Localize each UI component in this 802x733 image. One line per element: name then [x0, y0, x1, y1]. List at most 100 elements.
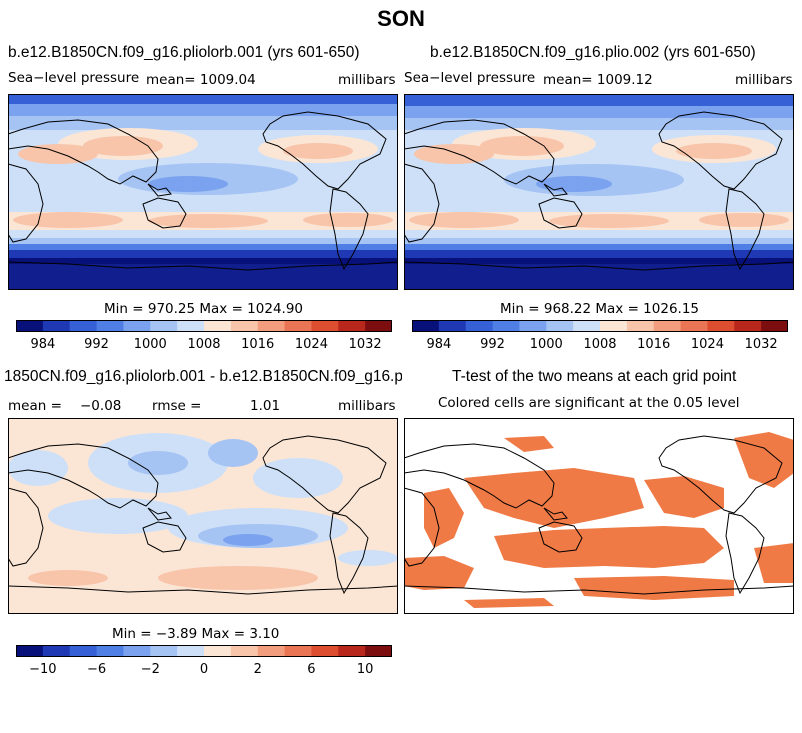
- panel1-colorbar-swatch: [69, 320, 98, 332]
- panel2-units: millibars: [735, 72, 793, 88]
- panel2-colorbar-swatch: [680, 320, 708, 332]
- panel1-map: [8, 94, 398, 290]
- panel3-colorbar-swatch: [230, 645, 259, 657]
- panel2-colorbar-swatch: [519, 320, 547, 332]
- panel1-colorbar-swatch: [123, 320, 151, 332]
- panel1-mean: mean= 1009.04: [146, 72, 256, 88]
- panel1-colorbar-tick-label: 984: [30, 337, 55, 352]
- panel2-colorbar-swatch: [465, 320, 494, 332]
- panel2-colorbar-tick-label: 1032: [745, 337, 778, 352]
- panel2-colorbar-swatch: [707, 320, 735, 332]
- panel3-colorbar-swatch: [69, 645, 98, 657]
- panel3-colorbar-tick-label: 2: [254, 662, 262, 677]
- panel3-colorbar-swatch: [257, 645, 286, 657]
- panel3-map-frame: [8, 418, 398, 614]
- panel3-colorbar-swatch: [177, 645, 205, 657]
- panel4-coastlines: [404, 435, 794, 595]
- panel3-units: millibars: [338, 398, 396, 414]
- panel3-colorbar-swatch: [311, 645, 339, 657]
- panel3-rmse-label: rmse =: [152, 398, 202, 414]
- panel2-colorbar-swatch: [492, 320, 520, 332]
- panel1-colorbar-swatch: [257, 320, 286, 332]
- panel3-colorbar-swatch: [96, 645, 124, 657]
- panel3-colorbar-swatch: [284, 645, 312, 657]
- panel3-field: [8, 418, 398, 614]
- panel1-units: millibars: [338, 72, 396, 88]
- panel2-colorbar-tick-label: 1000: [530, 337, 563, 352]
- panel3-colorbar-swatch: [338, 645, 366, 657]
- panel1-colorbar-tick-label: 992: [84, 337, 109, 352]
- panel3-title: 1850CN.f09_g16.pliolorb.001 - b.e12.B185…: [4, 368, 402, 385]
- panel1-colorbar-swatch: [311, 320, 339, 332]
- panel1-colorbar-tick-label: 1024: [295, 337, 328, 352]
- panel2-mean: mean= 1009.12: [543, 72, 653, 88]
- panel2-colorbar-tick-label: 1008: [583, 337, 616, 352]
- panel3-colorbar-swatch: [42, 645, 71, 657]
- panel3-colorbar-tick-label: −6: [87, 662, 106, 677]
- panel1-map-frame: [8, 94, 398, 290]
- panel1-colorbar-swatch: [284, 320, 312, 332]
- panel1-colorbar-frame: [16, 320, 392, 332]
- panel1-colorbar-swatch: [365, 320, 392, 332]
- panel2-colorbar-tick-label: 984: [426, 337, 451, 352]
- panel2-colorbar-swatch: [412, 320, 440, 332]
- panel4-subtitle: Colored cells are significant at the 0.0…: [438, 395, 740, 411]
- panel2-colorbar-swatch: [653, 320, 682, 332]
- panel3-colorbar-frame: [16, 645, 392, 657]
- panel2-minmax: Min = 968.22 Max = 1026.15: [500, 301, 700, 317]
- panel2-colorbar-tick-label: 1024: [691, 337, 724, 352]
- panel3-map: [8, 418, 398, 614]
- panel3-colorbar-tick-label: 6: [307, 662, 315, 677]
- panel1-colorbar-swatch: [204, 320, 232, 332]
- panel3-mean-label: mean =: [8, 398, 62, 414]
- panel2-colorbar-swatch: [438, 320, 467, 332]
- panel1-colorbar-tick-label: 1008: [187, 337, 220, 352]
- panel1-colorbar-swatch: [96, 320, 124, 332]
- panel1-colorbar: 984 992 1000 1008 1016 1024 1032: [16, 320, 392, 352]
- figure-title: SON: [377, 6, 425, 31]
- panel2-colorbar-swatch: [761, 320, 788, 332]
- panel1-colorbar-tick-label: 1032: [349, 337, 382, 352]
- panel3-colorbar-swatch: [365, 645, 392, 657]
- panel2-colorbar-swatch: [626, 320, 655, 332]
- panel2-colorbar-swatch: [600, 320, 628, 332]
- panel3-colorbar-tick-label: −2: [141, 662, 160, 677]
- panel1-colorbar-swatch: [230, 320, 259, 332]
- panel3-colorbar-tick-label: 10: [357, 662, 374, 677]
- panel3-minmax: Min = −3.89 Max = 3.10: [112, 626, 280, 642]
- panel2-colorbar-tick-label: 992: [480, 337, 505, 352]
- panel2-colorbar-swatch: [546, 320, 574, 332]
- panel2-colorbar-frame: [412, 320, 788, 332]
- panel2-field: [404, 94, 794, 290]
- panel3-coastlines: [8, 435, 398, 595]
- panel2-colorbar-tick-label: 1016: [637, 337, 670, 352]
- panel4-map-frame: [404, 418, 794, 614]
- panel1-colorbar-swatch: [150, 320, 178, 332]
- panel1-colorbar-swatch: [338, 320, 366, 332]
- panel3-colorbar-swatch: [123, 645, 151, 657]
- panel3-colorbar-swatch: [204, 645, 232, 657]
- panel4-map: [404, 418, 794, 614]
- panel1-colorbar-tick-label: 1000: [134, 337, 167, 352]
- panel3-colorbar-swatch: [16, 645, 44, 657]
- panel4-title: T-test of the two means at each grid poi…: [452, 368, 737, 385]
- panel3-rmse-value: 1.01: [250, 398, 281, 414]
- panel3-colorbar-tick-label: 0: [200, 662, 208, 677]
- panel3-colorbar-tick-label: −10: [29, 662, 56, 677]
- panel1-colorbar-swatch: [16, 320, 44, 332]
- panel2-title: b.e12.B1850CN.f09_g16.plio.002 (yrs 601-…: [430, 44, 756, 61]
- panel3-colorbar-swatch: [150, 645, 178, 657]
- panel1-coastlines: [8, 111, 398, 271]
- panel3-colorbar: −10 −6 −2 0 2 6 10: [16, 645, 392, 677]
- panel1-colorbar-swatch: [42, 320, 71, 332]
- panel4-significant-cells: [404, 418, 794, 614]
- panel1-title: b.e12.B1850CN.f09_g16.pliolorb.001 (yrs …: [8, 44, 360, 61]
- panel2-map-frame: [404, 94, 794, 290]
- panel3-mean-value: −0.08: [80, 398, 122, 414]
- panel2-map: [404, 94, 794, 290]
- panel1-colorbar-tick-label: 1016: [241, 337, 274, 352]
- panel2-colorbar-swatch: [573, 320, 601, 332]
- panel2-colorbar-swatch: [734, 320, 762, 332]
- panel2-coastlines: [404, 111, 794, 271]
- panel2-colorbar: 984 992 1000 1008 1016 1024 1032: [412, 320, 788, 352]
